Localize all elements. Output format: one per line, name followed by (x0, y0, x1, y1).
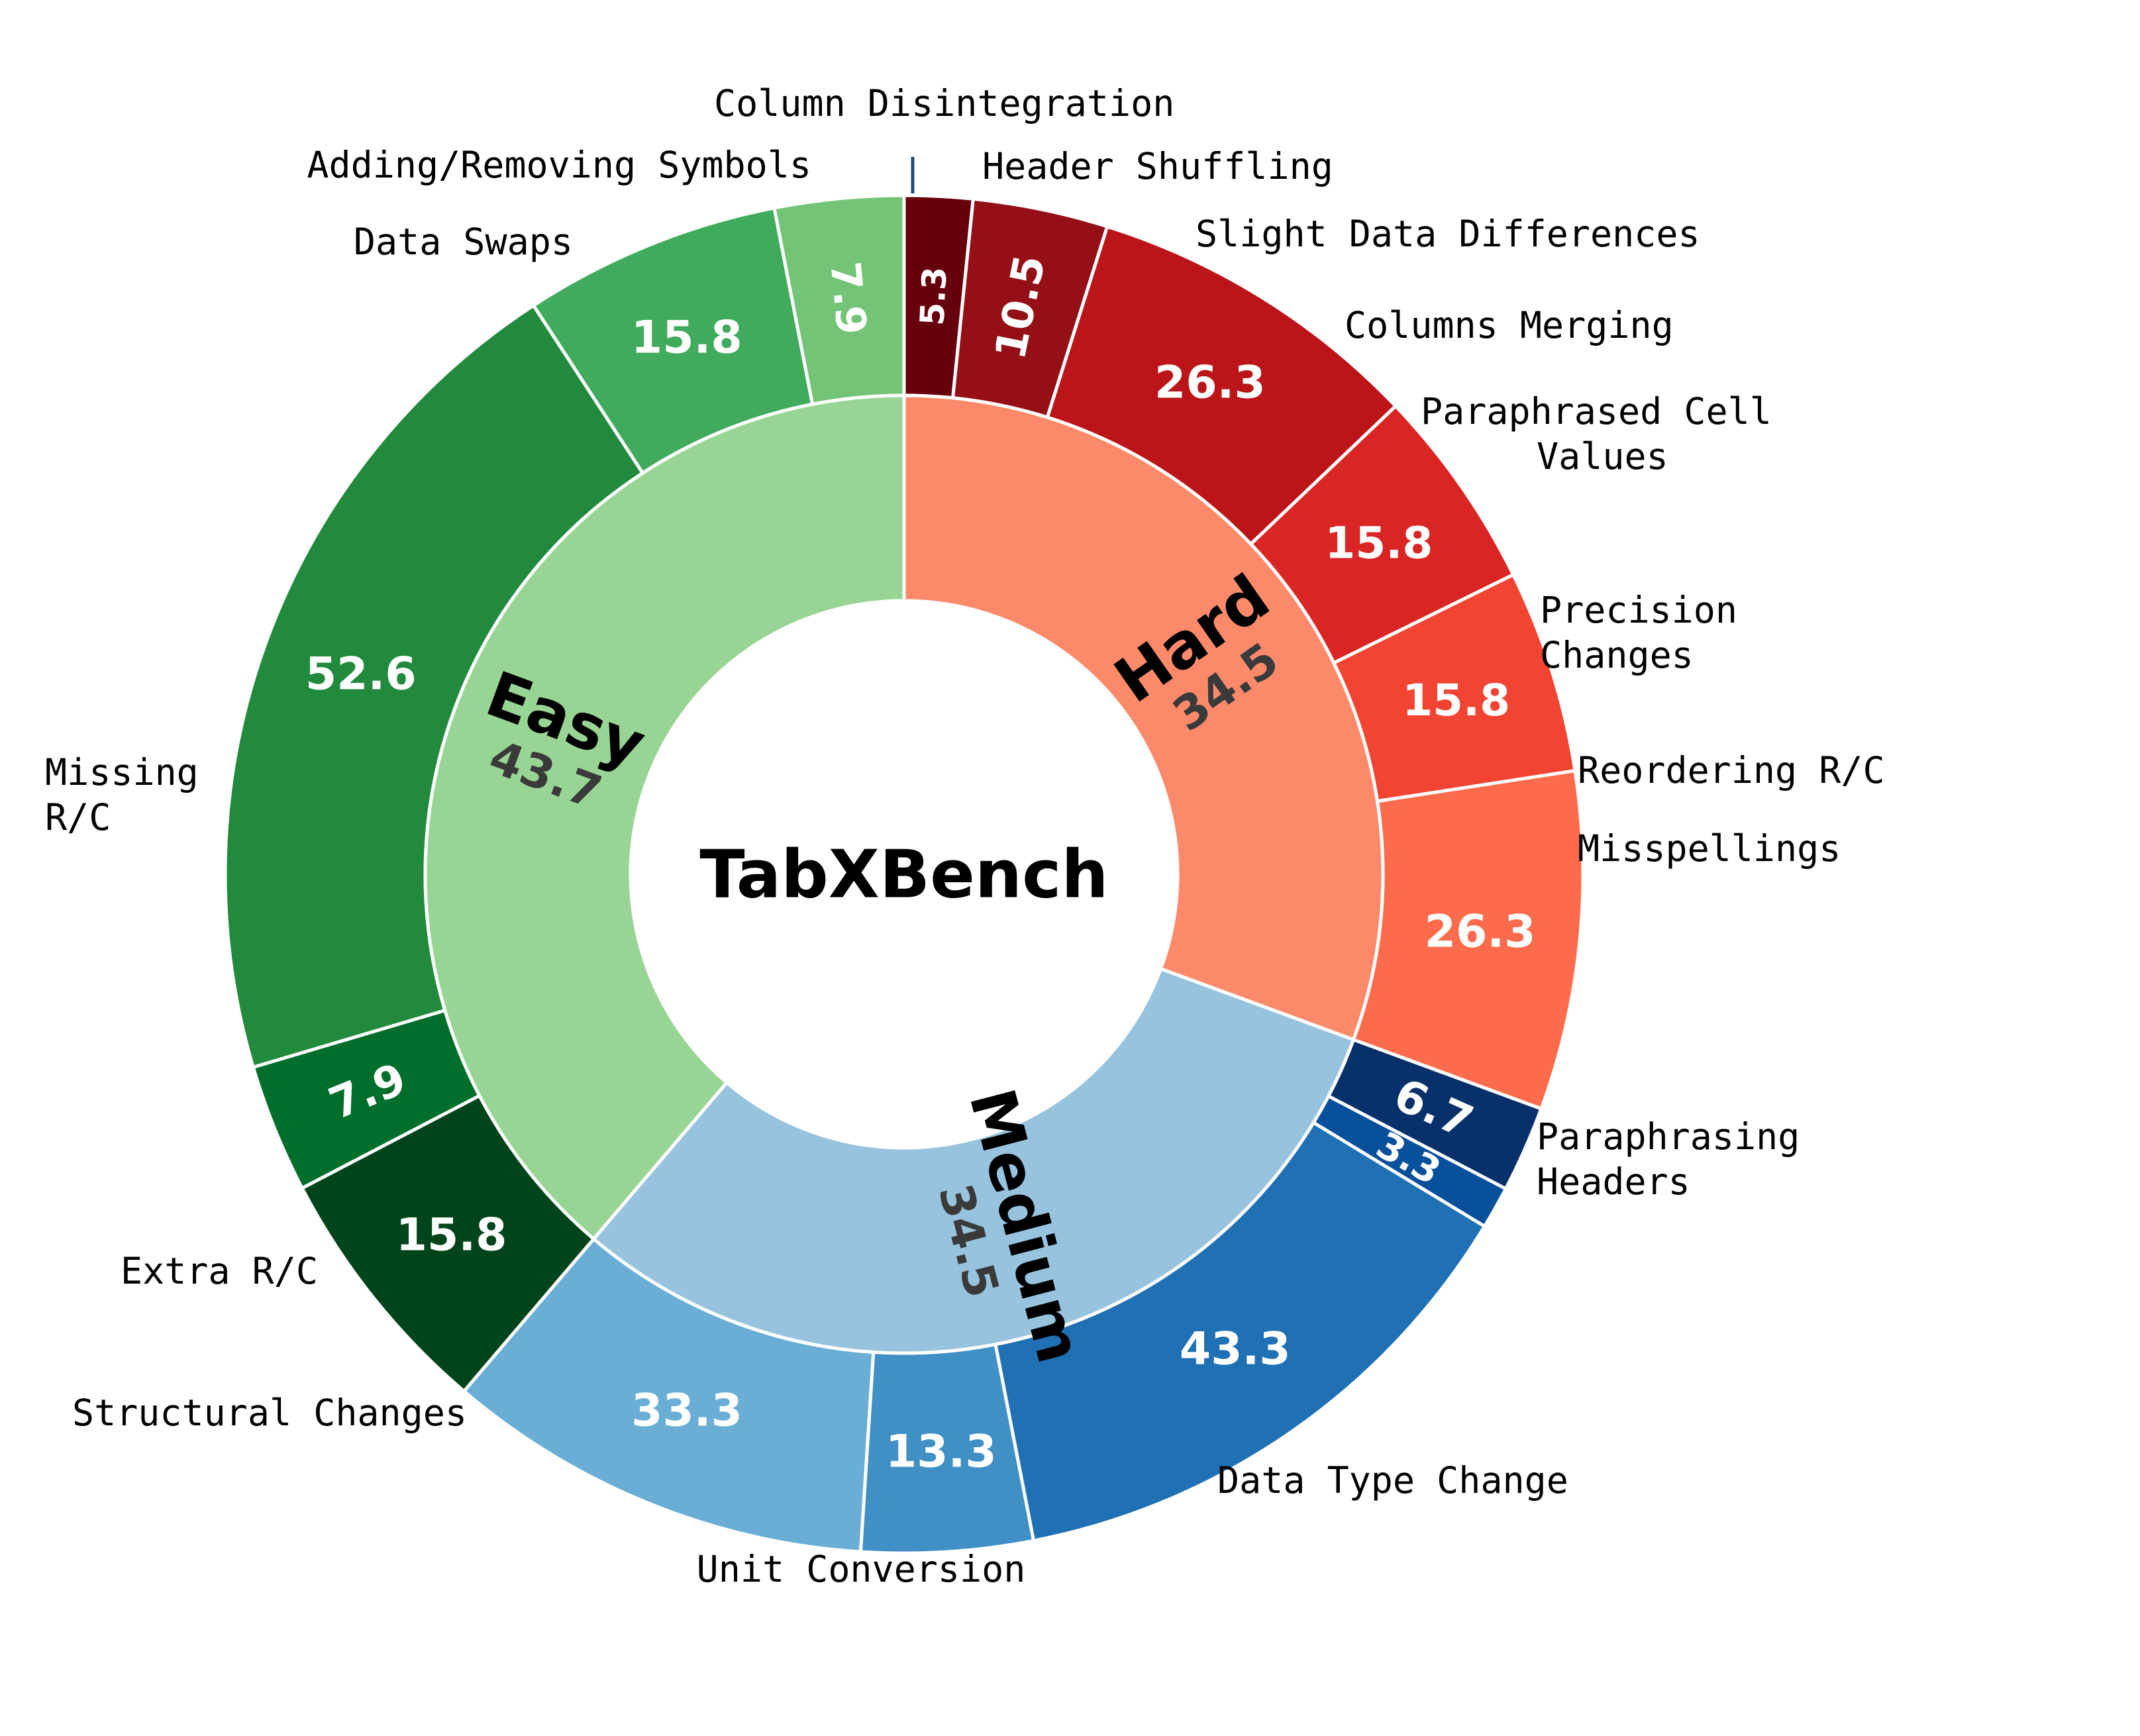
outer-label-misspellings: Misspellings (1578, 827, 1841, 870)
inner-slice-hard (902, 393, 1385, 1042)
outer-label-missing-r-c: Missing R/C (45, 751, 199, 839)
outer-value-missing-r-c: 52.6 (305, 648, 417, 701)
inner-slice-easy (423, 393, 906, 1242)
outer-label-columns-merging: Columns Merging (1345, 304, 1674, 346)
outer-value-columns-merging: 15.8 (1325, 517, 1433, 568)
outer-label-slight-data-differences: Slight Data Differences (1196, 213, 1700, 255)
outer-value-unit-conversion: 33.3 (631, 1385, 742, 1437)
outer-value-adding-removing-symbols: 7.9 (821, 260, 876, 336)
outer-value-structural-changes: 15.8 (396, 1209, 507, 1261)
outer-value-precision-changes: 26.3 (1425, 905, 1536, 958)
outer-label-paraphrased-cell-values: Paraphrased Cell Values (1421, 390, 1772, 478)
inner-slice-medium (591, 966, 1356, 1355)
outer-label-data-type-change: Data Type Change (1217, 1459, 1568, 1502)
outer-label-paraphrasing-headers: Paraphrasing Headers (1537, 1115, 1800, 1203)
outer-value-labels: 5.3 10.526.315.815.826.36.73.343.313.333.… (305, 251, 1536, 1478)
outer-value-paraphrased-cell-values: 15.8 (1402, 675, 1510, 726)
inner-ring (423, 393, 1385, 1355)
outer-label-extra-r-c: Extra R/C (121, 1250, 318, 1292)
outer-label-header-shuffling: Header Shuffling (982, 145, 1333, 187)
outer-category-labels: Column Disintegration Header Shuffling Sli… (45, 82, 1885, 1590)
outer-label-unit-conversion: Unit Conversion (697, 1548, 1026, 1590)
outer-label-data-swaps: Data Swaps (354, 221, 573, 263)
outer-value-paraphrasing-headers: 43.3 (1180, 1323, 1291, 1375)
outer-label-column-disintegration: Column Disintegration (714, 82, 1174, 125)
outer-label-reordering-r-c: Reordering R/C (1578, 749, 1885, 791)
outer-label-structural-changes: Structural Changes (72, 1392, 467, 1434)
outer-value-data-type-change: 13.3 (886, 1426, 997, 1478)
outer-label-adding-removing-symbols: Adding/Removing Symbols (307, 144, 811, 186)
outer-value-column-disintegration: 5.3 (913, 266, 954, 326)
outer-value-data-swaps: 15.8 (631, 311, 742, 364)
chart-title: TabXBench (699, 836, 1108, 913)
outer-value-slight-data-differences: 26.3 (1154, 357, 1266, 409)
outer-label-precision-changes: Precision Changes (1540, 589, 1737, 676)
